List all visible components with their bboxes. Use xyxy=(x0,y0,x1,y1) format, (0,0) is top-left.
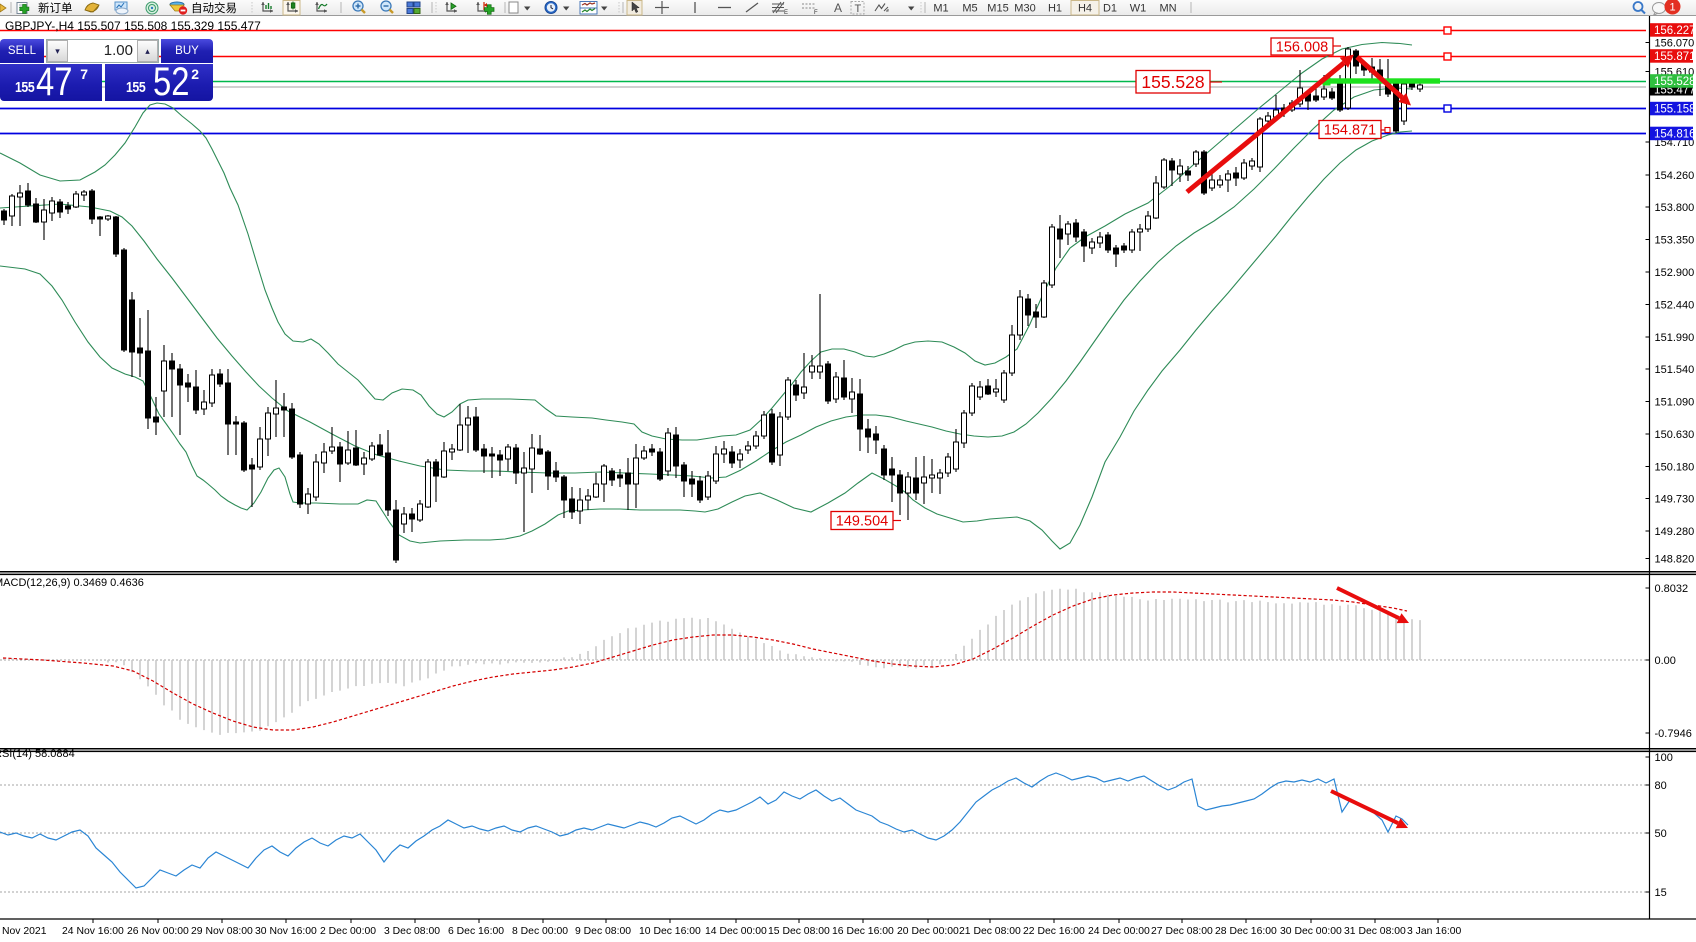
svg-text:80: 80 xyxy=(1655,780,1667,792)
svg-text:20 Dec 00:00: 20 Dec 00:00 xyxy=(897,926,959,937)
svg-text:155.528: 155.528 xyxy=(1654,76,1696,88)
svg-text:148.820: 148.820 xyxy=(1655,553,1695,565)
svg-text:A: A xyxy=(834,1,842,15)
svg-text:15: 15 xyxy=(1655,887,1667,899)
svg-text:30 Dec 00:00: 30 Dec 00:00 xyxy=(1280,926,1342,937)
svg-text:156.227: 156.227 xyxy=(1654,25,1696,37)
svg-text:153.800: 153.800 xyxy=(1655,202,1695,214)
svg-text:H1: H1 xyxy=(1048,3,1062,15)
svg-text:149.280: 149.280 xyxy=(1655,526,1695,538)
svg-text:149.504: 149.504 xyxy=(836,514,888,530)
svg-text:50: 50 xyxy=(1655,828,1667,840)
svg-text:154.816: 154.816 xyxy=(1654,128,1696,140)
svg-text:15 Dec 08:00: 15 Dec 08:00 xyxy=(768,926,830,937)
svg-text:MN: MN xyxy=(1159,3,1176,15)
svg-text:-0.7946: -0.7946 xyxy=(1655,728,1692,740)
svg-text:2 Dec 00:00: 2 Dec 00:00 xyxy=(320,926,376,937)
svg-text:22 Dec 16:00: 22 Dec 16:00 xyxy=(1023,926,1085,937)
svg-text:156.070: 156.070 xyxy=(1655,37,1695,49)
svg-text:31 Dec 08:00: 31 Dec 08:00 xyxy=(1344,926,1406,937)
svg-text:151.990: 151.990 xyxy=(1655,332,1695,344)
svg-text:151.090: 151.090 xyxy=(1655,396,1695,408)
svg-text:152.440: 152.440 xyxy=(1655,299,1695,311)
svg-text:150.180: 150.180 xyxy=(1655,461,1695,473)
svg-text:16 Dec 16:00: 16 Dec 16:00 xyxy=(832,926,894,937)
svg-text:Nov 2021: Nov 2021 xyxy=(2,926,47,937)
svg-text:14 Dec 00:00: 14 Dec 00:00 xyxy=(705,926,767,937)
svg-text:155.528: 155.528 xyxy=(1141,72,1204,92)
svg-text:21 Dec 08:00: 21 Dec 08:00 xyxy=(959,926,1021,937)
svg-text:149.730: 149.730 xyxy=(1655,493,1695,505)
svg-text:152.900: 152.900 xyxy=(1655,267,1695,279)
svg-text:MACD(12,26,9) 0.3469 0.4636: MACD(12,26,9) 0.3469 0.4636 xyxy=(0,577,144,589)
svg-text:H4: H4 xyxy=(1078,3,1092,15)
svg-text:W1: W1 xyxy=(1130,3,1147,15)
svg-text:154.871: 154.871 xyxy=(1324,123,1376,139)
svg-text:M15: M15 xyxy=(987,3,1008,15)
svg-text:1: 1 xyxy=(1669,2,1675,14)
svg-text:8 Dec 00:00: 8 Dec 00:00 xyxy=(512,926,568,937)
svg-text:100: 100 xyxy=(1655,752,1673,764)
svg-text:30 Nov 16:00: 30 Nov 16:00 xyxy=(255,926,317,937)
svg-text:154.260: 154.260 xyxy=(1655,170,1695,182)
svg-text:153.350: 153.350 xyxy=(1655,234,1695,246)
svg-text:156.008: 156.008 xyxy=(1276,40,1328,56)
svg-text:M1: M1 xyxy=(933,3,948,15)
svg-text:D1: D1 xyxy=(1103,3,1117,15)
svg-text:M5: M5 xyxy=(962,3,977,15)
svg-text:10 Dec 16:00: 10 Dec 16:00 xyxy=(639,926,701,937)
svg-text:3 Jan 16:00: 3 Jan 16:00 xyxy=(1407,926,1462,937)
svg-text:RSI(14) 58.0884: RSI(14) 58.0884 xyxy=(0,748,75,760)
svg-text:M30: M30 xyxy=(1014,3,1035,15)
svg-text:GBPJPY-,H4 155.507 155.508 15: GBPJPY-,H4 155.507 155.508 155.329 155.4… xyxy=(5,19,261,33)
svg-text:26 Nov 00:00: 26 Nov 00:00 xyxy=(127,926,189,937)
svg-text:27 Dec 08:00: 27 Dec 08:00 xyxy=(1151,926,1213,937)
svg-text:9 Dec 08:00: 9 Dec 08:00 xyxy=(575,926,631,937)
svg-text:150.630: 150.630 xyxy=(1655,429,1695,441)
svg-text:自动交易: 自动交易 xyxy=(191,1,237,15)
svg-text:28 Dec 16:00: 28 Dec 16:00 xyxy=(1215,926,1277,937)
svg-text:155.158: 155.158 xyxy=(1654,104,1696,116)
svg-text:24 Nov 16:00: 24 Nov 16:00 xyxy=(62,926,124,937)
svg-text:29 Nov 08:00: 29 Nov 08:00 xyxy=(191,926,253,937)
svg-text:新订单: 新订单 xyxy=(38,1,73,15)
svg-text:E: E xyxy=(784,10,788,16)
svg-text:F: F xyxy=(814,10,818,16)
svg-text:3 Dec 08:00: 3 Dec 08:00 xyxy=(384,926,440,937)
svg-text:0.00: 0.00 xyxy=(1655,655,1676,667)
svg-text:0.8032: 0.8032 xyxy=(1655,583,1689,595)
svg-text:6 Dec 16:00: 6 Dec 16:00 xyxy=(448,926,504,937)
svg-text:151.540: 151.540 xyxy=(1655,364,1695,376)
svg-text:155.871: 155.871 xyxy=(1654,51,1696,63)
svg-text:T: T xyxy=(855,3,862,15)
svg-text:24 Dec 00:00: 24 Dec 00:00 xyxy=(1088,926,1150,937)
